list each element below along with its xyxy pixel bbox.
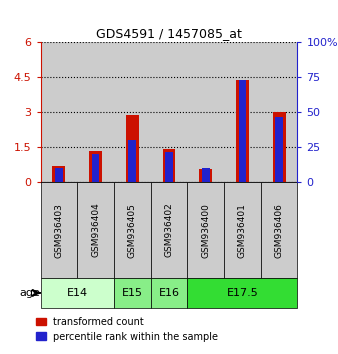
Bar [77,182,114,278]
Bar [151,182,187,278]
Text: GSM936406: GSM936406 [274,202,284,258]
Bar [273,112,286,182]
Bar [52,166,65,182]
Bar [261,182,297,278]
Text: GSM936400: GSM936400 [201,202,210,258]
Bar [92,154,99,182]
Bar [165,152,173,182]
Title: GDS4591 / 1457085_at: GDS4591 / 1457085_at [96,27,242,40]
Text: GSM936402: GSM936402 [165,203,173,257]
Bar [114,182,151,278]
Bar [199,169,212,182]
Bar [41,278,114,308]
Bar [89,151,102,182]
Text: GSM936403: GSM936403 [54,202,64,258]
Bar [55,168,63,182]
Bar [151,278,187,308]
Bar [128,140,136,182]
Text: E17.5: E17.5 [226,288,258,298]
Bar [77,42,114,182]
Text: age: age [19,288,40,298]
Bar [202,168,210,182]
Text: GSM936401: GSM936401 [238,202,247,258]
Bar [114,42,151,182]
Bar [224,42,261,182]
Bar [41,182,77,278]
Bar [261,42,297,182]
Bar [126,115,139,182]
Bar [151,42,187,182]
Text: GSM936405: GSM936405 [128,202,137,258]
Bar [236,80,249,182]
Bar [163,149,175,182]
Bar [275,116,283,182]
Text: E15: E15 [122,288,143,298]
Legend: transformed count, percentile rank within the sample: transformed count, percentile rank withi… [32,313,222,346]
Bar [224,182,261,278]
Bar [114,278,151,308]
Bar [187,42,224,182]
Bar [239,80,246,182]
Bar [187,182,224,278]
Text: E14: E14 [67,288,88,298]
Bar [187,278,297,308]
Text: E16: E16 [159,288,179,298]
Text: GSM936404: GSM936404 [91,203,100,257]
Bar [41,42,77,182]
